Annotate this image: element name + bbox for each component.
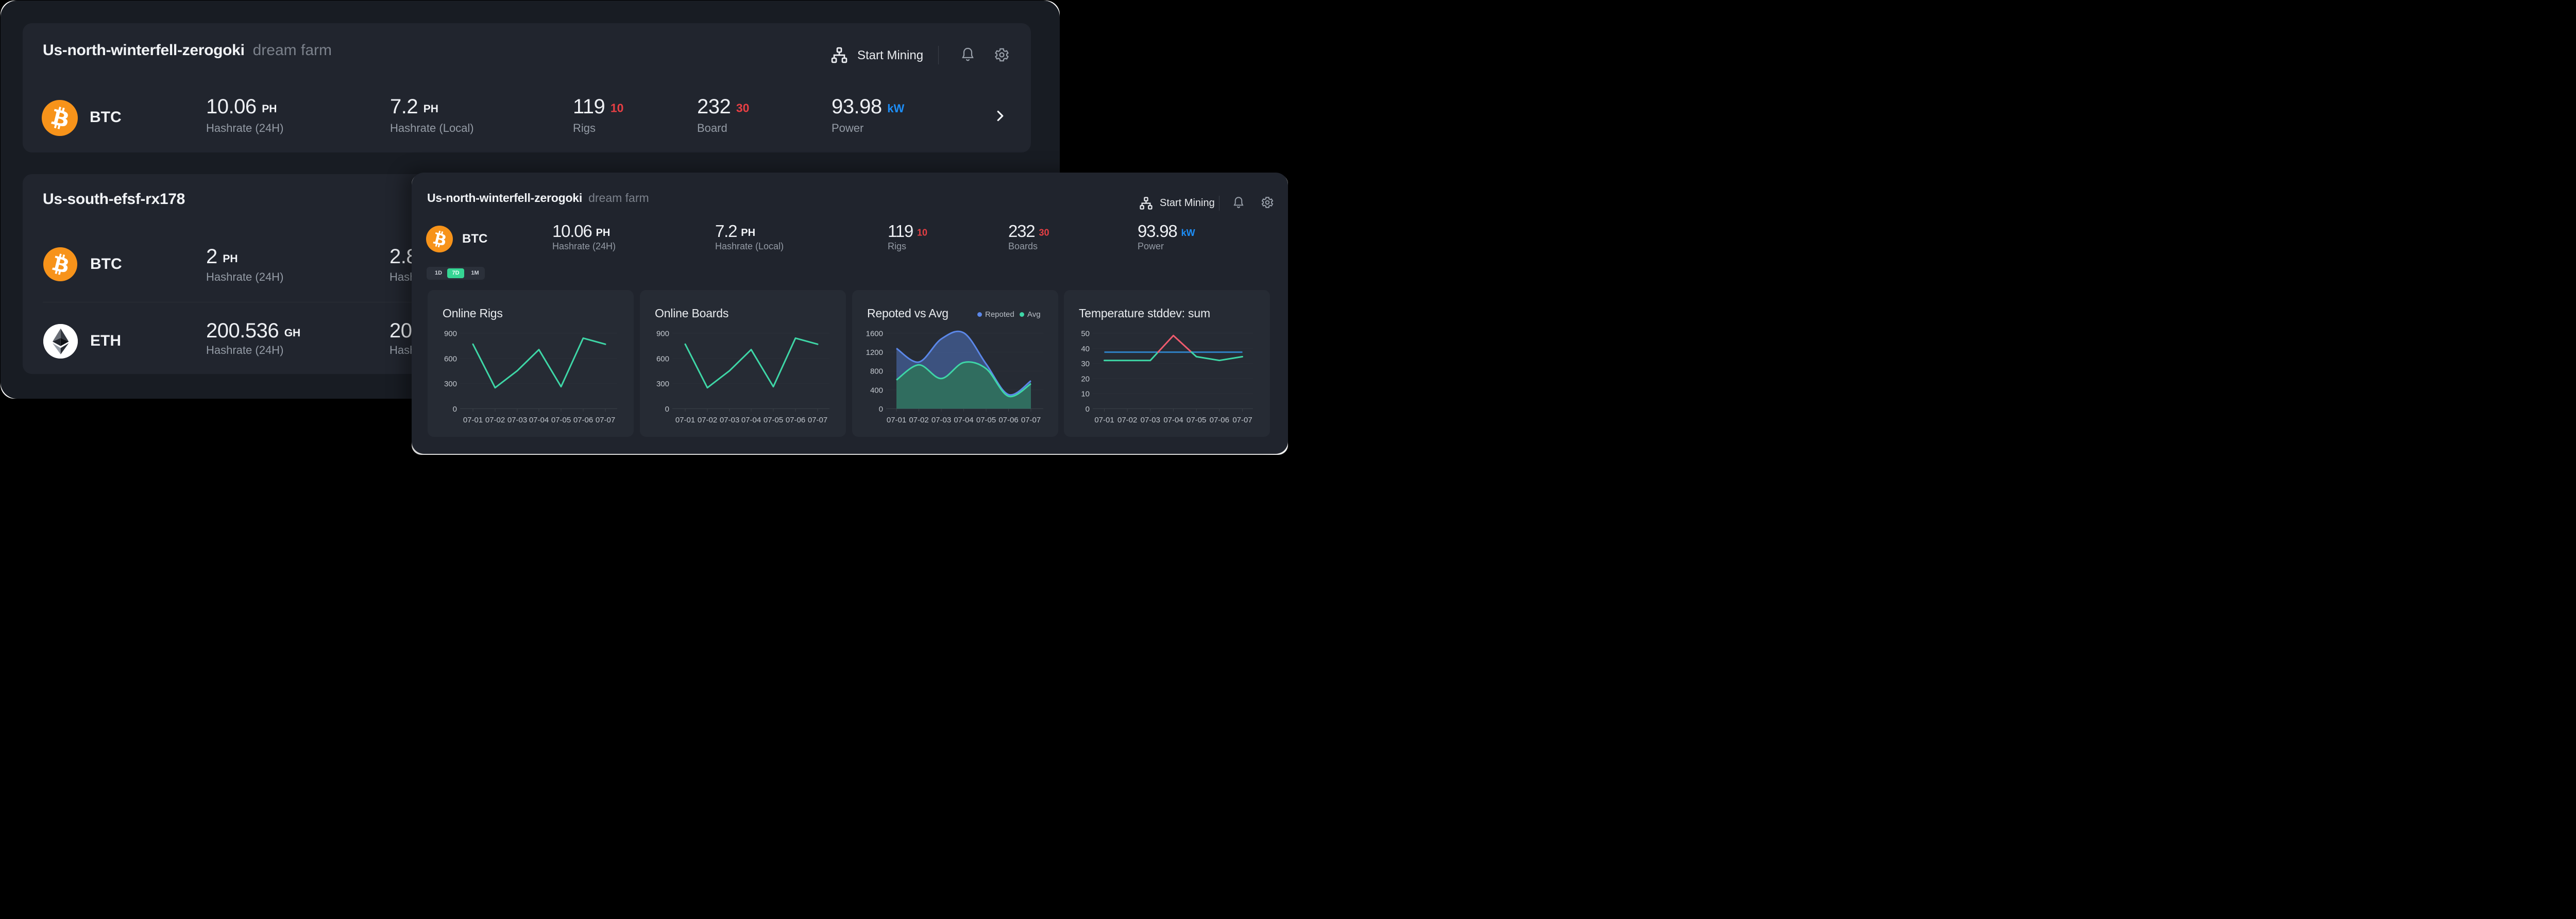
svg-text:07-05: 07-05 (1187, 416, 1206, 424)
svg-text:07-02: 07-02 (1117, 416, 1137, 424)
svg-text:07-05: 07-05 (551, 416, 571, 424)
svg-text:300: 300 (656, 380, 669, 388)
svg-text:0: 0 (1086, 405, 1090, 414)
svg-text:07-03: 07-03 (507, 416, 527, 424)
svg-text:07-01: 07-01 (887, 416, 906, 424)
svg-text:800: 800 (870, 367, 883, 376)
svg-text:900: 900 (656, 330, 669, 338)
svg-text:07-07: 07-07 (1232, 416, 1252, 424)
svg-text:07-02: 07-02 (698, 416, 717, 424)
svg-text:07-03: 07-03 (720, 416, 739, 424)
svg-text:900: 900 (444, 330, 457, 338)
svg-text:07-07: 07-07 (596, 416, 615, 424)
svg-text:07-07: 07-07 (1021, 416, 1041, 424)
svg-text:07-05: 07-05 (976, 416, 996, 424)
svg-text:07-06: 07-06 (998, 416, 1018, 424)
svg-text:10: 10 (1081, 390, 1090, 399)
svg-text:20: 20 (1081, 375, 1090, 383)
svg-text:07-01: 07-01 (463, 416, 483, 424)
svg-text:07-03: 07-03 (1141, 416, 1160, 424)
svg-text:1200: 1200 (866, 348, 883, 357)
svg-text:300: 300 (444, 380, 457, 388)
svg-text:07-05: 07-05 (764, 416, 783, 424)
svg-text:07-02: 07-02 (909, 416, 928, 424)
svg-text:07-06: 07-06 (573, 416, 593, 424)
svg-text:07-04: 07-04 (954, 416, 973, 424)
svg-text:07-01: 07-01 (1094, 416, 1114, 424)
svg-text:07-06: 07-06 (786, 416, 805, 424)
svg-text:600: 600 (444, 354, 457, 363)
svg-text:07-01: 07-01 (675, 416, 695, 424)
svg-text:30: 30 (1081, 360, 1090, 368)
svg-text:07-06: 07-06 (1210, 416, 1229, 424)
svg-text:1600: 1600 (866, 330, 883, 338)
svg-text:07-04: 07-04 (529, 416, 549, 424)
svg-text:400: 400 (870, 386, 883, 395)
svg-text:0: 0 (665, 405, 669, 414)
svg-text:07-04: 07-04 (1163, 416, 1183, 424)
svg-text:0: 0 (879, 405, 883, 414)
svg-text:0: 0 (453, 405, 457, 414)
svg-text:40: 40 (1081, 345, 1090, 353)
svg-text:50: 50 (1081, 330, 1090, 338)
svg-text:07-04: 07-04 (741, 416, 761, 424)
svg-text:07-03: 07-03 (931, 416, 951, 424)
svg-text:600: 600 (656, 354, 669, 363)
svg-text:07-02: 07-02 (485, 416, 505, 424)
svg-text:07-07: 07-07 (808, 416, 827, 424)
